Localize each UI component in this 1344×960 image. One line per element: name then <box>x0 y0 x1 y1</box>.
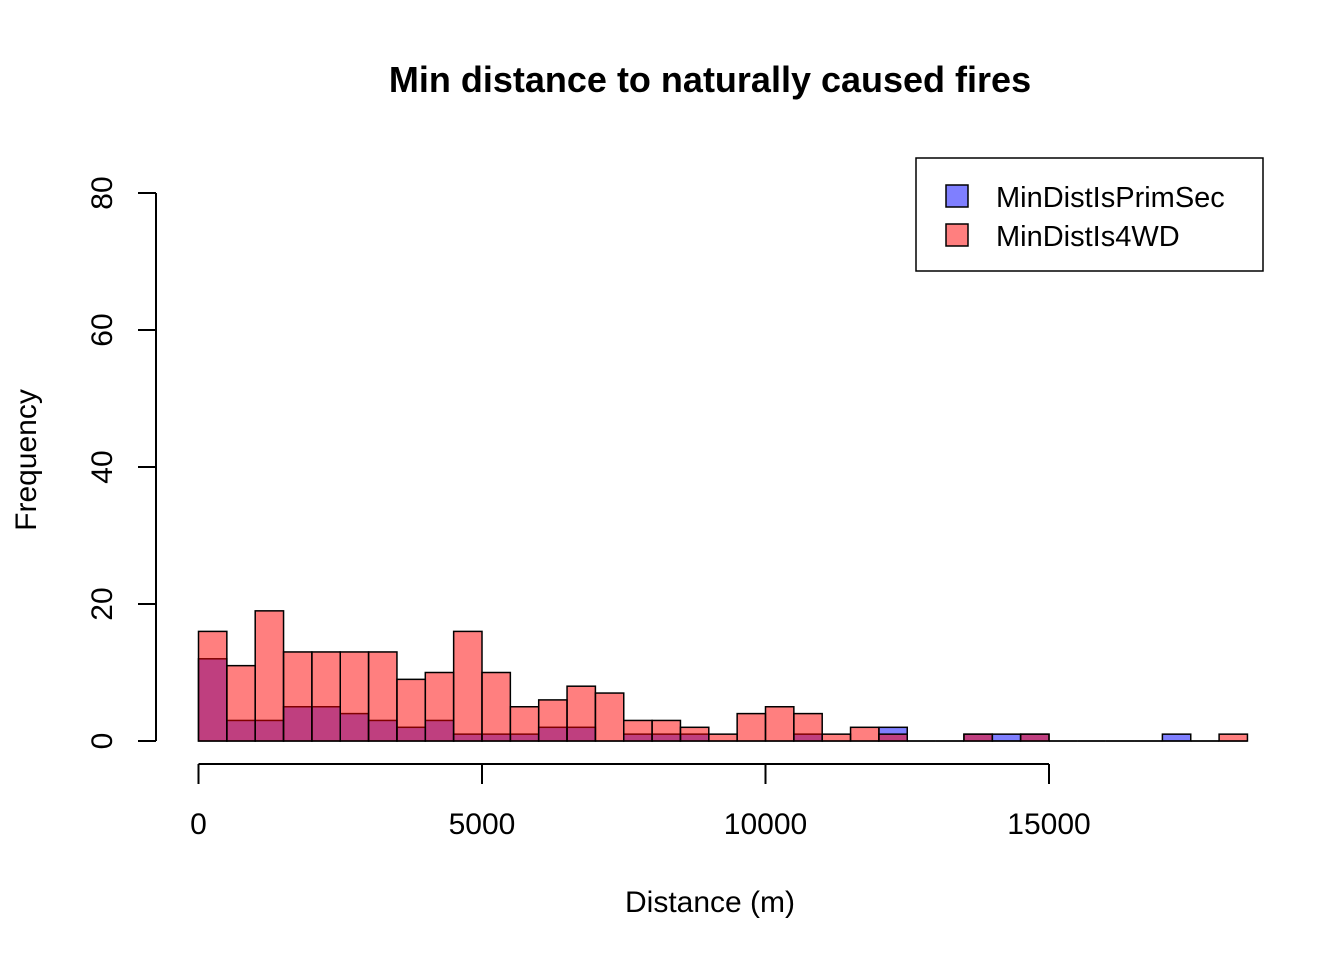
legend-swatch-4wd <box>945 223 969 247</box>
y-axis: 0 20 40 60 80 <box>86 176 157 750</box>
bar <box>1161 733 1192 742</box>
bar <box>226 664 256 742</box>
bar <box>821 733 852 742</box>
bar <box>481 671 512 742</box>
bar <box>651 719 682 742</box>
bar <box>991 733 1022 742</box>
legend: MinDistIsPrimSec MinDistIs4WD <box>915 157 1264 272</box>
x-tick-label: 10000 <box>724 808 807 841</box>
x-tick-label: 15000 <box>1007 808 1090 841</box>
bar <box>878 733 909 742</box>
legend-swatch-primsec <box>945 184 969 208</box>
bar <box>594 692 625 742</box>
bar <box>537 699 568 742</box>
y-tick-label: 20 <box>86 587 119 620</box>
bar <box>963 733 994 742</box>
legend-label-4wd: MinDistIs4WD <box>996 221 1180 253</box>
bar <box>623 719 653 742</box>
bar <box>254 610 285 742</box>
y-tick-label: 0 <box>86 733 119 750</box>
bar <box>708 733 738 742</box>
legend-box <box>915 157 1264 272</box>
bar <box>509 706 540 742</box>
bar <box>452 630 483 742</box>
bar <box>736 712 767 742</box>
bar <box>339 651 370 742</box>
x-axis: 0 5000 10000 15000 <box>190 763 1091 841</box>
bar <box>566 685 597 742</box>
x-axis-label: Distance (m) <box>625 886 795 919</box>
bar <box>282 651 313 742</box>
x-tick-label: 0 <box>190 808 207 841</box>
bar <box>1019 733 1050 742</box>
y-tick-label: 80 <box>86 176 119 209</box>
legend-label-primsec: MinDistIsPrimSec <box>996 182 1225 214</box>
y-tick-label: 40 <box>86 450 119 483</box>
bar <box>764 706 795 742</box>
bar <box>197 630 228 742</box>
y-tick-label: 60 <box>86 313 119 346</box>
bar <box>1218 733 1249 742</box>
series-1 <box>197 610 1249 742</box>
bar <box>849 726 880 742</box>
bar <box>793 712 823 742</box>
x-tick-label: 5000 <box>449 808 516 841</box>
bar <box>367 651 398 742</box>
bar <box>424 671 455 742</box>
bar <box>396 678 427 742</box>
bar <box>679 726 710 742</box>
bars-group <box>197 610 1249 742</box>
y-axis-label: Frequency <box>10 389 43 531</box>
bar <box>311 651 341 742</box>
chart-title: Min distance to naturally caused fires <box>389 59 1031 100</box>
